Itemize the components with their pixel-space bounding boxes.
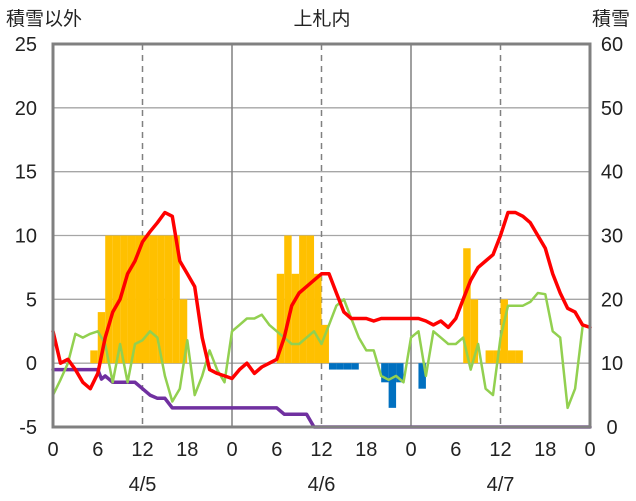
bar-positive [90, 350, 98, 364]
x-tick-label: 6 [92, 439, 103, 461]
left-tick-label: 0 [26, 353, 37, 375]
left-axis-label: 積雪以外 [6, 8, 82, 30]
bar-positive [314, 273, 322, 364]
bar-positive [507, 350, 516, 364]
bar-positive [135, 235, 143, 364]
x-tick-label: 12 [310, 439, 332, 461]
x-tick-label: 0 [47, 439, 58, 461]
bar-positive [515, 350, 523, 364]
bar-positive [321, 324, 329, 364]
x-tick-label: 0 [584, 439, 595, 461]
x-tick-label: 0 [226, 439, 237, 461]
bar-positive [105, 235, 113, 364]
bar-negative [418, 363, 426, 389]
date-label: 4/7 [487, 474, 515, 496]
bar-positive [157, 235, 165, 364]
x-tick-label: 18 [355, 439, 377, 461]
left-tick-label: 25 [15, 34, 37, 56]
right-tick-label: 20 [601, 289, 623, 311]
bar-positive [164, 235, 173, 364]
bar-positive [291, 273, 300, 364]
date-label: 4/6 [308, 474, 336, 496]
right-tick-label: 10 [601, 353, 623, 375]
x-tick-label: 6 [450, 439, 461, 461]
x-tick-label: 0 [405, 439, 416, 461]
x-tick-label: 12 [131, 439, 153, 461]
x-tick-label: 6 [271, 439, 282, 461]
bar-negative [388, 363, 397, 408]
bar-positive [500, 299, 508, 364]
bar-positive [306, 235, 315, 364]
bar-positive [284, 235, 292, 364]
series-line-humidity [51, 291, 584, 410]
bar-positive [485, 350, 494, 364]
bar-positive [120, 235, 128, 364]
right-tick-label: 50 [601, 98, 623, 120]
bar-negative [351, 363, 359, 370]
date-label: 4/5 [129, 474, 157, 496]
left-tick-label: -5 [19, 417, 37, 439]
right-axis-label: 積雪 [592, 8, 630, 30]
left-tick-label: 15 [15, 162, 37, 184]
plot-frame [51, 42, 592, 429]
x-tick-label: 18 [534, 439, 556, 461]
right-tick-label: 30 [601, 226, 623, 248]
bar-positive [470, 299, 479, 364]
x-tick-label: 18 [176, 439, 198, 461]
bar-positive [142, 235, 150, 364]
bar-positive [127, 235, 136, 364]
series-line-snow-depth [51, 367, 592, 429]
bar-negative [328, 363, 337, 370]
left-tick-label: 20 [15, 98, 37, 120]
bar-positive [172, 235, 180, 364]
left-tick-label: 5 [26, 289, 37, 311]
series-line-temperature [51, 210, 592, 391]
right-tick-label: 60 [601, 34, 623, 56]
bar-positive [179, 299, 188, 364]
bar-negative [343, 363, 352, 370]
chart-title: 上札内 [293, 8, 350, 30]
bar-negative [396, 363, 404, 383]
bar-positive [149, 235, 158, 364]
bar-positive [299, 235, 307, 364]
left-tick-label: 10 [15, 226, 37, 248]
right-tick-label: 40 [601, 162, 623, 184]
bar-positive [276, 273, 285, 364]
bar-negative [336, 363, 344, 370]
line-series [51, 210, 592, 429]
bar-positive [112, 235, 121, 364]
x-tick-label: 12 [489, 439, 511, 461]
right-tick-label: 0 [606, 417, 617, 439]
bar-positive [463, 248, 471, 364]
bar-negative [381, 363, 389, 383]
